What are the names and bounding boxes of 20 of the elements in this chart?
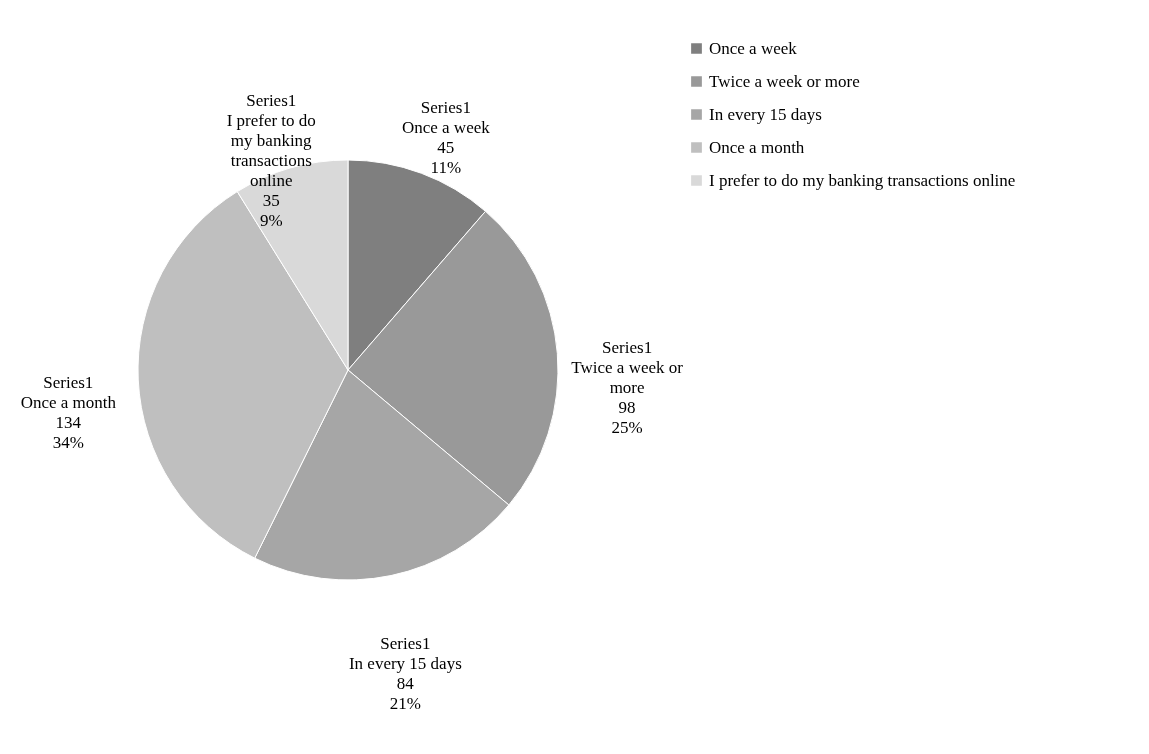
legend-label: Twice a week or more <box>709 71 860 91</box>
slice-label: Once a week <box>401 117 491 137</box>
slice-label: I prefer to do my banking transactions online <box>226 110 316 190</box>
slice-label: Twice a week or more <box>571 357 684 397</box>
data-label: 45 11% <box>430 137 462 177</box>
slice-label: Once a month <box>20 393 117 413</box>
slice-label: In every 15 days <box>348 654 462 674</box>
text: Series1 <box>43 373 94 393</box>
data-label: 84 21% <box>389 674 421 714</box>
data-label: 134 34% <box>52 413 84 453</box>
data-label: 98 25% <box>611 397 643 437</box>
text: Series1 <box>380 634 431 654</box>
data-label: 35 9% <box>259 190 283 230</box>
legend-label: Once a month <box>709 137 805 157</box>
text: Series1 <box>246 90 297 110</box>
legend-label: I prefer to do my banking transactions online <box>709 170 1016 190</box>
text: Series1 <box>420 97 471 117</box>
legend-label: In every 15 days <box>709 104 822 124</box>
slice-label: Series1 <box>602 337 653 357</box>
legend-label: Once a week <box>709 38 798 58</box>
